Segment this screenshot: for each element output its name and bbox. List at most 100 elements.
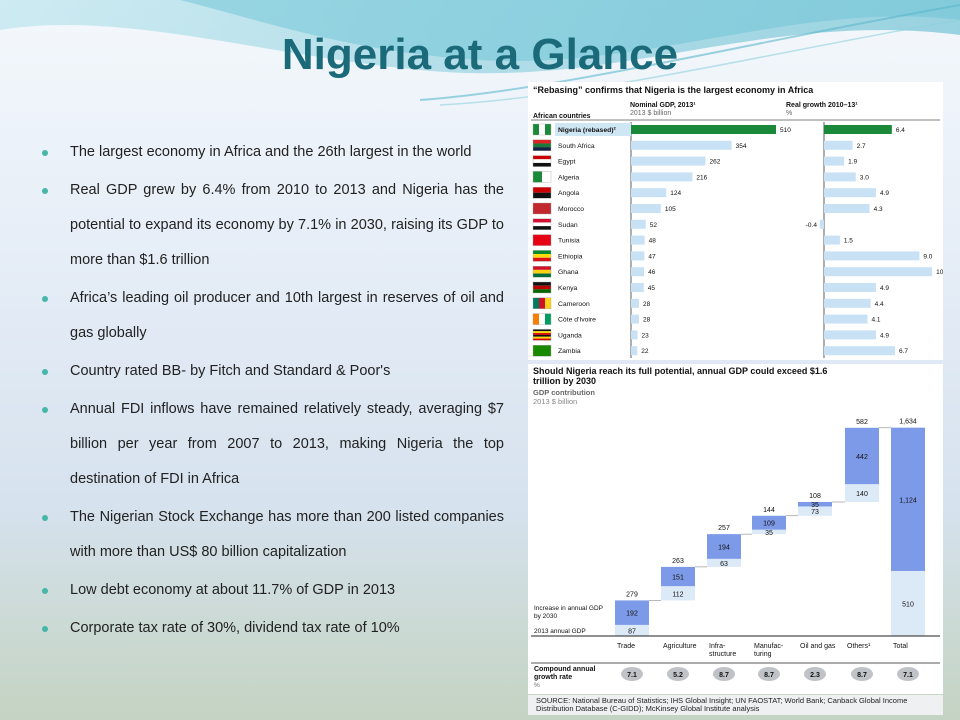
header-swoosh [0, 0, 960, 106]
flag-border [532, 265, 552, 278]
increase-value-label: 109 [763, 521, 775, 528]
country-label: Côte d'Ivoire [558, 317, 596, 324]
growth-value-label: 2.7 [857, 143, 866, 150]
series-unit: % [786, 110, 792, 117]
flag-icon [532, 265, 552, 278]
bar-increase-2030 [615, 600, 649, 625]
gdp-value-label: 46 [648, 269, 656, 276]
gdp-value-label: 510 [780, 127, 791, 134]
gdp-value-label: 105 [665, 206, 676, 213]
bullet-text: Africa’s leading oil producer and 10th l… [70, 290, 504, 341]
increase-value-label: 442 [856, 454, 868, 461]
flag-stripe [533, 124, 539, 135]
gdp-value-label: 22 [641, 348, 649, 355]
flag-stripe [533, 257, 551, 262]
bullet-item: Real GDP grew by 6.4% from 2010 to 2013 … [40, 173, 504, 278]
flag-stripe [533, 234, 551, 246]
bar-increase-2030 [752, 515, 786, 530]
growth-value-label: 4.4 [875, 301, 884, 308]
growth-rate-pill [667, 667, 689, 681]
gdp-bar [631, 125, 776, 134]
category-label-line: structure [709, 651, 736, 658]
country-label: Cameroon [558, 301, 590, 308]
increase-value-label: 35 [811, 502, 819, 509]
flag-border [532, 345, 552, 357]
category-label-line: Oil and gas [800, 643, 836, 650]
gdp-value-label: 45 [648, 285, 656, 292]
increase-value-label: 151 [672, 575, 684, 582]
chart-title-line: Should Nigeria reach its full potential,… [533, 366, 827, 386]
flag-border [532, 281, 552, 294]
growth-bar [824, 330, 876, 340]
series-unit: 2013 $ billion [630, 110, 671, 117]
flag-stripe [533, 139, 551, 144]
gdp-value-label: 47 [648, 253, 656, 260]
flag-icon [532, 186, 552, 199]
flag-icon [532, 139, 552, 151]
flag-stripe [533, 285, 551, 290]
bullet-item: Corporate tax rate of 30%, dividend tax … [40, 611, 504, 646]
growth-bar [824, 251, 920, 261]
flag-border [532, 186, 552, 199]
gdp-bar [631, 140, 732, 150]
flag-border [532, 313, 552, 325]
total-value-label: 582 [856, 419, 868, 426]
bullet-dot-icon [42, 407, 48, 413]
bullet-text: Real GDP grew by 6.4% from 2010 to 2013 … [70, 182, 504, 268]
growth-value-label: 4.9 [880, 190, 889, 197]
growth-bar [824, 298, 871, 308]
flag-stripe [533, 218, 551, 223]
flag-stripe [533, 273, 551, 278]
title-line-1: Should Nigeria reach its full potential,… [533, 366, 827, 376]
growth-header-1: Compound annual [534, 666, 595, 673]
flag-stripe [533, 297, 539, 309]
growth-rate-label: 7.1 [903, 672, 913, 679]
flag-border [532, 139, 552, 151]
flag-stripe [533, 162, 551, 167]
total-value-label: 263 [672, 558, 684, 565]
flag-stripe [533, 329, 551, 332]
country-label: Ethiopia [558, 253, 583, 260]
flag-stripe [545, 313, 551, 325]
series-name: Real growth 2010–13¹ [786, 102, 858, 109]
bullet-list: The largest economy in Africa and the 26… [40, 135, 504, 649]
flag-stripe [539, 297, 545, 309]
bar-2013-gdp [615, 624, 649, 636]
growth-bar [824, 125, 892, 134]
growth-value-label: 3.0 [860, 174, 869, 181]
bar-2013-gdp [752, 529, 786, 535]
legend-increase-2: by 2030 [534, 613, 558, 620]
growth-value-label: 4.9 [880, 332, 889, 339]
flag-border [532, 155, 552, 167]
base-value-label: 510 [902, 601, 914, 608]
base-value-label: 63 [720, 561, 728, 568]
flag-border [532, 297, 552, 310]
legend-increase: Increase in annual GDP [534, 605, 603, 612]
bullet-text: The largest economy in Africa and the 26… [70, 144, 472, 160]
gdp-value-label: 124 [670, 190, 681, 197]
bar-increase-2030 [707, 534, 741, 559]
base-value-label: 87 [628, 628, 636, 635]
flag-border [532, 329, 552, 341]
country-label: Angola [558, 190, 579, 197]
gdp-ranking-chart: “Rebasing” confirms that Nigeria is the … [528, 82, 949, 360]
bar-2013-gdp [798, 506, 832, 516]
bullet-dot-icon [42, 369, 48, 375]
flag-stripe [533, 159, 551, 163]
category-label: Infra-structure [709, 643, 736, 658]
bullet-dot-icon [42, 515, 48, 521]
growth-bar [824, 140, 853, 150]
bullet-text: Corporate tax rate of 30%, dividend tax … [70, 620, 400, 636]
category-label-line: Total [893, 643, 908, 650]
growth-rate-label: 8.7 [857, 672, 867, 679]
growth-value-label: 4.3 [874, 206, 883, 213]
flag-stripe [533, 331, 551, 334]
flag-icon [532, 281, 552, 294]
flag-border [532, 218, 552, 231]
chart-subtitle: GDP contribution [533, 388, 595, 397]
category-label: Manufac-turing [754, 643, 784, 658]
bar-increase-2030 [798, 501, 832, 507]
column-header-countries: African countries [533, 113, 591, 120]
base-value-label: 140 [856, 491, 868, 498]
increase-value-label: 194 [718, 544, 730, 551]
